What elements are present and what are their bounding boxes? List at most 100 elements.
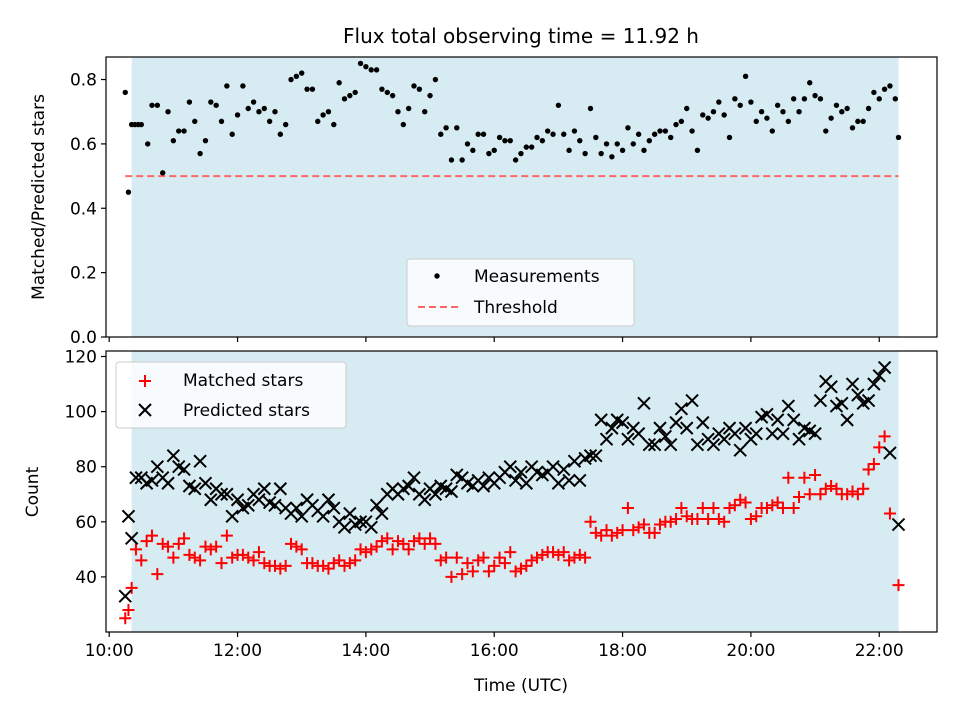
predicted-point — [150, 459, 165, 474]
predicted-point — [669, 415, 683, 430]
matched-point — [220, 529, 233, 542]
measurement-point — [865, 105, 872, 112]
measurement-point — [181, 128, 187, 134]
top-y-tick-label: 0.0 — [70, 328, 97, 348]
measurement-point — [145, 141, 151, 147]
measurement-point — [149, 102, 155, 108]
measurement-point — [550, 131, 556, 137]
matched-point — [579, 551, 592, 564]
legend-matched-label: Matched stars — [183, 371, 303, 391]
measurement-point — [341, 96, 348, 102]
predicted-point — [289, 501, 304, 515]
top-axes-frame — [105, 56, 938, 338]
matched-point — [514, 562, 527, 575]
predicted-point — [353, 515, 368, 529]
matched-point — [359, 546, 372, 559]
measurement-point — [753, 118, 759, 125]
matched-point — [862, 463, 875, 476]
predicted-point — [252, 493, 266, 507]
x-tick-label: 18:00 — [598, 641, 647, 661]
matched-point — [338, 559, 351, 572]
top-y-axis-label: Matched/Predicted stars — [29, 94, 49, 300]
bottom-y-tick-label: 120 — [65, 348, 97, 368]
predicted-point — [851, 388, 865, 402]
matched-point — [892, 579, 905, 592]
measurement-point — [197, 150, 203, 157]
matched-point — [397, 537, 410, 550]
predicted-point — [268, 498, 282, 512]
measurement-point — [159, 170, 166, 176]
matched-point — [402, 543, 415, 556]
matched-point — [712, 513, 725, 526]
predicted-point — [145, 473, 159, 488]
predicted-point — [476, 479, 491, 493]
predicted-point — [738, 421, 753, 435]
measurement-point — [892, 96, 898, 102]
predicted-point — [514, 465, 528, 479]
matched-point — [125, 581, 138, 594]
matched-point — [632, 521, 645, 534]
measurement-point — [887, 83, 893, 89]
measurement-point — [170, 137, 177, 144]
measurement-point — [138, 121, 144, 128]
predicted-point — [696, 415, 710, 430]
matched-point — [333, 554, 346, 567]
measurement-point — [780, 109, 786, 115]
matched-point — [488, 559, 501, 572]
predicted-point — [589, 448, 603, 463]
measurement-point — [352, 89, 358, 96]
predicted-point — [316, 509, 330, 524]
matched-point — [365, 543, 378, 556]
legend-measurements-label: Measurements — [474, 267, 600, 287]
predicted-point — [663, 437, 678, 452]
measurement-point — [277, 131, 284, 137]
measurement-point — [566, 147, 572, 154]
predicted-point — [653, 421, 667, 435]
matched-point — [782, 471, 795, 484]
predicted-point — [337, 520, 352, 535]
matched-point — [482, 565, 495, 578]
predicted-point — [519, 476, 534, 490]
predicted-point — [599, 432, 614, 446]
measurement-point — [555, 102, 562, 108]
measurement-point — [125, 189, 132, 195]
bottom-y-axis-label: Count — [23, 466, 43, 517]
measurement-point — [192, 118, 198, 125]
chart-title: Flux total observing time = 11.92 h — [343, 24, 699, 48]
matched-point — [199, 540, 212, 553]
bottom-y-tick-label: 60 — [75, 513, 97, 533]
predicted-point — [891, 517, 906, 532]
matched-point — [536, 548, 549, 561]
predicted-point — [567, 454, 582, 468]
measurement-point — [165, 109, 171, 115]
measurement-point — [363, 63, 369, 70]
matched-point — [878, 430, 891, 443]
measurement-point — [379, 86, 385, 92]
measurement-point — [651, 131, 658, 137]
measurement-point — [400, 121, 407, 128]
matched-point — [702, 513, 715, 526]
measurement-point — [336, 80, 342, 86]
measurement-point — [844, 105, 850, 112]
matched-point — [766, 499, 779, 512]
measurement-point — [213, 102, 219, 108]
top-y-tick-label: 0.6 — [70, 135, 97, 155]
measurement-point — [871, 89, 877, 96]
predicted-point — [124, 531, 139, 546]
matched-point — [803, 488, 816, 501]
measurement-point — [411, 83, 417, 89]
measurement-point — [609, 154, 615, 160]
matched-point — [637, 518, 650, 531]
measurement-point — [261, 105, 267, 112]
measurement-point — [700, 112, 706, 118]
matched-point — [493, 551, 506, 564]
predicted-point — [407, 471, 421, 485]
matched-point — [204, 543, 217, 556]
matched-point — [242, 551, 255, 564]
matched-point — [210, 540, 223, 553]
predicted-point — [845, 377, 860, 391]
predicted-point — [835, 396, 849, 411]
measurement-point — [496, 134, 503, 141]
predicted-point — [193, 454, 207, 468]
